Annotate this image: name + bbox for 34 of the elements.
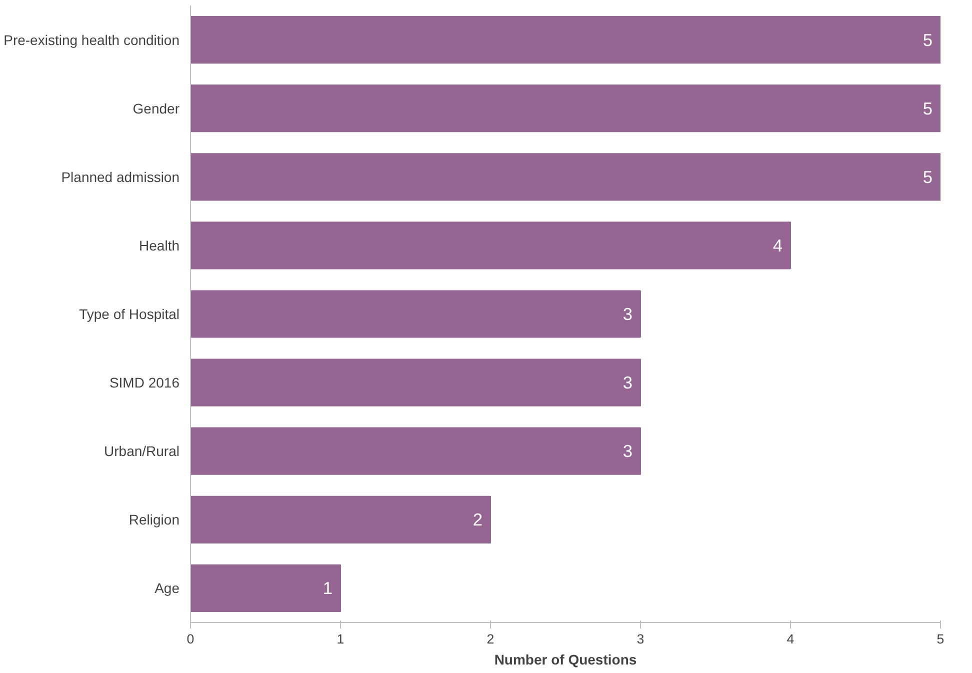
data-label: 3 bbox=[622, 372, 633, 393]
data-label: 3 bbox=[622, 304, 633, 324]
y-tick-label: Pre-existing health condition bbox=[4, 32, 180, 48]
y-tick-label: Religion bbox=[128, 512, 180, 528]
data-label: 5 bbox=[922, 30, 933, 50]
y-tick-label: Urban/Rural bbox=[104, 443, 180, 460]
x-tick-label: 1 bbox=[336, 632, 344, 646]
data-label: 5 bbox=[922, 166, 933, 187]
bar bbox=[190, 153, 940, 201]
x-tick-label: 2 bbox=[486, 632, 494, 646]
x-axis-title: Number of Questions bbox=[494, 652, 637, 668]
bar bbox=[190, 564, 341, 612]
bar bbox=[190, 496, 491, 544]
data-label: 4 bbox=[772, 235, 783, 256]
bar bbox=[190, 290, 641, 338]
x-tick-label: 3 bbox=[636, 632, 644, 646]
bar bbox=[190, 16, 940, 64]
y-tick-label: Age bbox=[154, 580, 180, 596]
data-label: 1 bbox=[322, 578, 333, 598]
bar bbox=[190, 84, 940, 132]
bar bbox=[190, 358, 641, 406]
y-tick-label: SIMD 2016 bbox=[109, 374, 180, 391]
y-tick-label: Gender bbox=[132, 100, 180, 116]
x-tick-label: 5 bbox=[936, 632, 944, 646]
bar bbox=[190, 222, 791, 270]
y-tick-label: Health bbox=[139, 237, 180, 254]
y-tick-label: Type of Hospital bbox=[79, 306, 180, 322]
x-tick-label: 0 bbox=[186, 632, 194, 646]
y-tick-label: Planned admission bbox=[61, 168, 180, 185]
data-label: 2 bbox=[472, 510, 483, 530]
x-tick-label: 4 bbox=[786, 632, 795, 646]
bar bbox=[190, 427, 641, 475]
data-label: 3 bbox=[622, 441, 633, 462]
data-label: 5 bbox=[922, 98, 933, 118]
